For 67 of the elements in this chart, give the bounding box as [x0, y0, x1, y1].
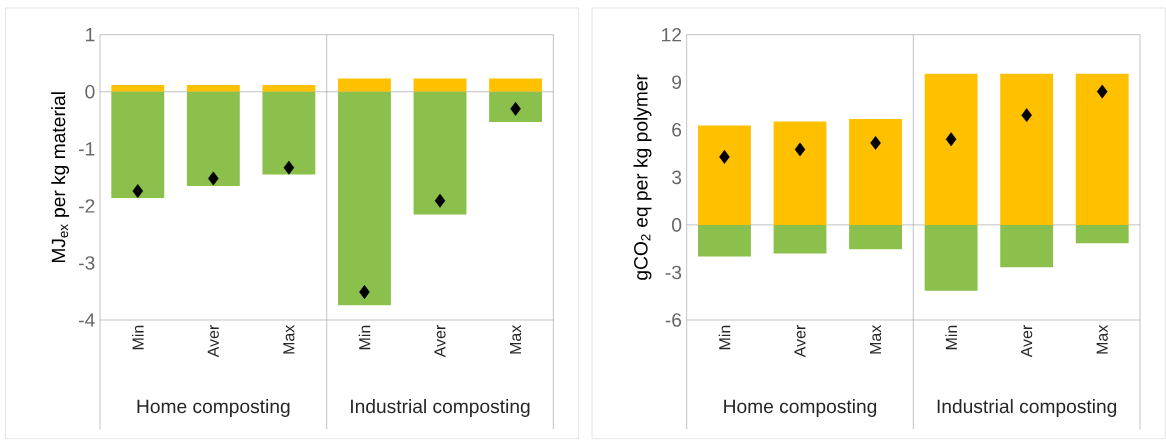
y-tick-label: 3	[672, 170, 682, 185]
point	[434, 193, 446, 208]
bar	[262, 84, 316, 92]
point	[945, 132, 957, 147]
x-tick-label: Min	[945, 325, 957, 350]
x-tick-label: Max	[869, 324, 882, 354]
x-tick-label: Aver	[434, 324, 446, 358]
x-tick-label: Max	[283, 324, 295, 354]
y-axis-title: gCO$_{2}$ eq per kg polymer	[633, 74, 652, 280]
x-tick-label: Min	[358, 325, 371, 350]
point	[132, 184, 144, 198]
point	[870, 136, 881, 150]
x-tick-label: Aver	[794, 324, 806, 358]
text: Home composting	[724, 399, 877, 417]
text: Home composting	[137, 399, 290, 417]
y-tick-label: 12	[662, 27, 681, 42]
bar	[489, 91, 543, 122]
x-tick-label: Max	[1096, 324, 1108, 354]
y-tick-label: 6	[672, 122, 682, 137]
point	[208, 171, 219, 186]
bar	[1000, 224, 1054, 268]
x-tick-label: Aver	[207, 324, 219, 358]
point	[510, 101, 521, 116]
y-tick-label: 0	[672, 218, 682, 232]
bar	[1075, 73, 1129, 225]
x-tick-label: Min	[132, 325, 144, 350]
bar	[698, 125, 751, 225]
bar	[111, 84, 165, 92]
bar	[698, 224, 751, 257]
bar	[413, 91, 467, 215]
y-tick-label: 1	[86, 28, 95, 42]
y-tick-label: -3	[79, 256, 95, 270]
bar	[924, 224, 978, 291]
x-tick-label: Min	[718, 325, 731, 350]
y-tick-label: -3	[665, 265, 682, 280]
bar	[1000, 73, 1054, 225]
y-axis-title: MJ$_{ex}$ per kg material	[51, 92, 70, 263]
bar	[186, 84, 240, 92]
x-tick-label: Max	[509, 324, 522, 354]
point	[283, 160, 295, 175]
bar	[1075, 224, 1129, 244]
y-tick-label: 9	[672, 75, 682, 90]
bar	[849, 119, 903, 225]
bar	[111, 91, 165, 198]
y-tick-label: -6	[665, 313, 682, 327]
bar	[262, 91, 316, 175]
y-tick-label: -1	[79, 142, 95, 156]
bar	[773, 121, 827, 225]
point	[1096, 84, 1108, 99]
point	[719, 149, 730, 164]
bar	[849, 224, 903, 250]
y-tick-label: -4	[79, 313, 95, 327]
point	[794, 142, 806, 157]
point	[359, 285, 370, 299]
bar	[186, 91, 240, 186]
bar	[924, 73, 978, 225]
text: Industrial composting	[351, 399, 530, 417]
bar	[338, 91, 391, 306]
y-tick-label: 0	[85, 84, 95, 99]
point	[1021, 108, 1032, 123]
text: Industrial composting	[937, 399, 1117, 417]
bar	[413, 78, 467, 92]
bar	[773, 224, 827, 254]
y-tick-label: -2	[79, 199, 95, 213]
x-tick-label: Aver	[1021, 324, 1033, 358]
bar	[338, 78, 391, 92]
bar	[489, 78, 543, 92]
